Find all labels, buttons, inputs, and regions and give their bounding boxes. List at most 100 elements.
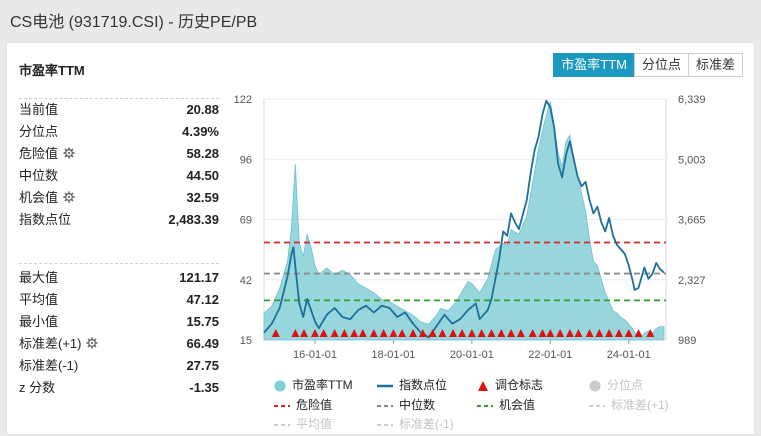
y-tick-right: 2,327: [678, 275, 706, 287]
x-tick-label: 24-01-01: [607, 349, 651, 361]
stat-label: 分位点: [19, 124, 59, 139]
stat-row: 机会值 32.59: [19, 187, 219, 209]
stat-label: z 分数: [19, 380, 56, 395]
x-tick-label: 20-01-01: [450, 349, 494, 361]
stat-row: 当前值 20.88: [19, 99, 219, 121]
stat-label: 最大值: [19, 270, 59, 285]
y-tick-left: 122: [234, 94, 252, 106]
stat-value: 121.17: [179, 270, 219, 285]
stat-label: 标准差(-1): [19, 358, 79, 373]
stat-row: 分位点 4.39%: [19, 121, 219, 143]
legend-item[interactable]: 危险值: [274, 397, 332, 413]
legend-label: 机会值: [499, 398, 536, 412]
rebalance-marker: [605, 329, 614, 337]
stat-value: 58.28: [186, 146, 219, 161]
x-tick-label: 16-01-01: [293, 349, 337, 361]
legend-label: 危险值: [296, 398, 333, 412]
x-tick-label: 18-01-01: [371, 349, 415, 361]
rebalance-marker: [379, 329, 388, 337]
legend-item[interactable]: 机会值: [477, 397, 535, 413]
rebalance-marker: [574, 329, 583, 337]
rebalance-marker: [369, 329, 378, 337]
pe-chart: 15 42 69 96 122 989 2,327 3,665 5,003 6,339 16-01-…: [234, 94, 706, 361]
legend-label: 分位点: [607, 378, 644, 392]
y-tick-right: 989: [678, 335, 696, 347]
legend-item[interactable]: 指数点位: [377, 377, 447, 393]
rebalance-marker: [428, 329, 437, 337]
rebalance-marker: [507, 329, 516, 337]
rebalance-marker: [398, 329, 407, 337]
stats-divider: [19, 263, 219, 264]
stat-label: 指数点位: [19, 212, 72, 227]
stat-label: 最小值: [19, 314, 59, 329]
stat-label: 中位数: [19, 168, 59, 183]
gear-icon[interactable]: [86, 337, 99, 349]
stat-row: 标准差(+1) 66.49: [19, 333, 219, 355]
legend-item[interactable]: 标准差(-1): [377, 416, 454, 432]
legend-item[interactable]: 标准差(+1): [589, 397, 669, 413]
y-tick-right: 5,003: [678, 154, 706, 166]
rebalance-marker: [291, 329, 300, 337]
stat-value: 15.75: [186, 314, 219, 329]
rebalance-marker: [330, 329, 339, 337]
stat-label: 机会值: [19, 187, 75, 209]
stat-value: 20.88: [186, 102, 219, 117]
rebalance-marker: [634, 329, 643, 337]
rebalance-marker: [358, 329, 367, 337]
stat-value: 32.59: [186, 190, 219, 205]
stat-row: 最小值 15.75: [19, 311, 219, 333]
legend-item[interactable]: 平均值: [274, 416, 332, 432]
legend-label: 标准差(+1): [611, 398, 669, 412]
legend-dash-icon: [377, 404, 393, 407]
stat-row: 标准差(-1) 27.75: [19, 355, 219, 377]
stat-label: 当前值: [19, 102, 59, 117]
legend-dash-icon: [477, 404, 493, 407]
legend-item[interactable]: 中位数: [377, 397, 435, 413]
gear-icon[interactable]: [63, 147, 75, 159]
rebalance-marker: [624, 329, 633, 337]
rebalance-marker: [409, 329, 418, 337]
legend-label: 市盈率TTM: [292, 378, 353, 392]
stats-divider: [19, 98, 219, 99]
rebalance-marker: [595, 329, 604, 337]
tab-std-dev[interactable]: 标准差: [687, 53, 743, 77]
stat-value: 44.50: [186, 168, 219, 183]
legend-label: 中位数: [399, 398, 436, 412]
rebalance-marker: [300, 329, 309, 337]
legend-dot-icon: [589, 380, 601, 392]
rebalance-marker: [528, 329, 537, 337]
legend-dash-icon: [377, 423, 393, 426]
rebalance-marker: [319, 329, 328, 337]
rebalance-marker: [340, 329, 349, 337]
rebalance-marker: [310, 329, 319, 337]
legend-item[interactable]: 市盈率TTM: [274, 377, 353, 393]
x-tick-label: 22-01-01: [528, 349, 572, 361]
rebalance-marker: [646, 329, 655, 337]
rebalance-marker: [477, 329, 486, 337]
rebalance-marker: [467, 329, 476, 337]
legend-label: 调仓标志: [495, 378, 544, 392]
stat-row: z 分数 -1.35: [19, 377, 219, 399]
index-line: [263, 99, 665, 339]
y-tick-left: 96: [240, 154, 252, 166]
stat-value: 4.39%: [182, 124, 219, 139]
card-title: 市盈率TTM: [19, 63, 85, 78]
stat-row: 指数点位 2,483.39: [19, 209, 219, 231]
rebalance-marker: [614, 329, 623, 337]
legend-label: 平均值: [296, 417, 333, 431]
rebalance-marker: [389, 329, 398, 337]
legend-item[interactable]: 分位点: [589, 377, 643, 393]
stat-label: 标准差(+1): [19, 333, 99, 355]
y-tick-left: 15: [240, 335, 252, 347]
y-tick-right: 3,665: [678, 215, 706, 227]
stat-value: -1.35: [189, 380, 219, 395]
stat-row: 中位数 44.50: [19, 165, 219, 187]
legend-item[interactable]: 调仓标志: [477, 377, 543, 393]
rebalance-marker: [350, 329, 359, 337]
y-tick-left: 69: [240, 215, 252, 227]
legend-label: 标准差(-1): [399, 417, 454, 431]
gear-icon[interactable]: [63, 191, 75, 203]
rebalance-marker: [546, 329, 555, 337]
stat-label: 危险值: [19, 143, 75, 165]
stat-value: 2,483.39: [168, 212, 219, 227]
